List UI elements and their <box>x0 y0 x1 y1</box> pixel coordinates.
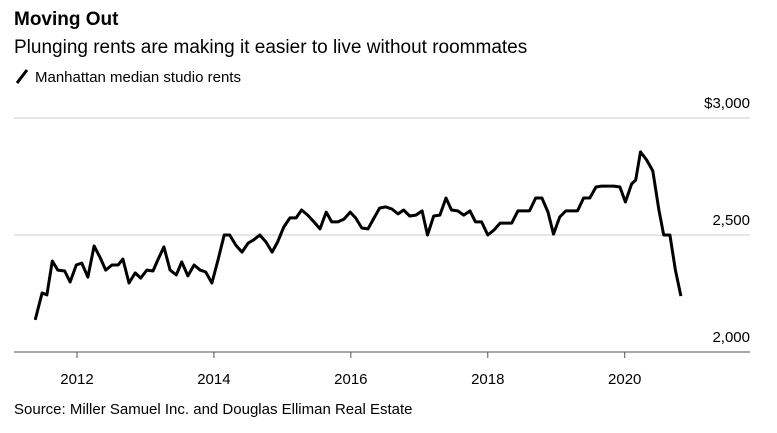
y-tick-label: $3,000 <box>704 95 750 112</box>
legend-icon <box>15 69 29 84</box>
source-note: Source: Miller Samuel Inc. and Douglas E… <box>14 401 413 418</box>
x-tick-label: 2012 <box>60 371 93 388</box>
chart-title: Moving Out <box>14 9 119 30</box>
chart-subtitle: Plunging rents are making it easier to l… <box>14 37 527 58</box>
x-tick-label: 2014 <box>197 371 230 388</box>
x-tick-label: 2018 <box>471 371 504 388</box>
x-tick-label: 2020 <box>608 371 641 388</box>
legend-label: Manhattan median studio rents <box>35 69 241 86</box>
data-line <box>33 150 683 321</box>
x-tick-label: 2016 <box>334 371 367 388</box>
y-tick-label: 2,000 <box>712 329 750 346</box>
y-tick-label: 2,500 <box>712 212 750 229</box>
